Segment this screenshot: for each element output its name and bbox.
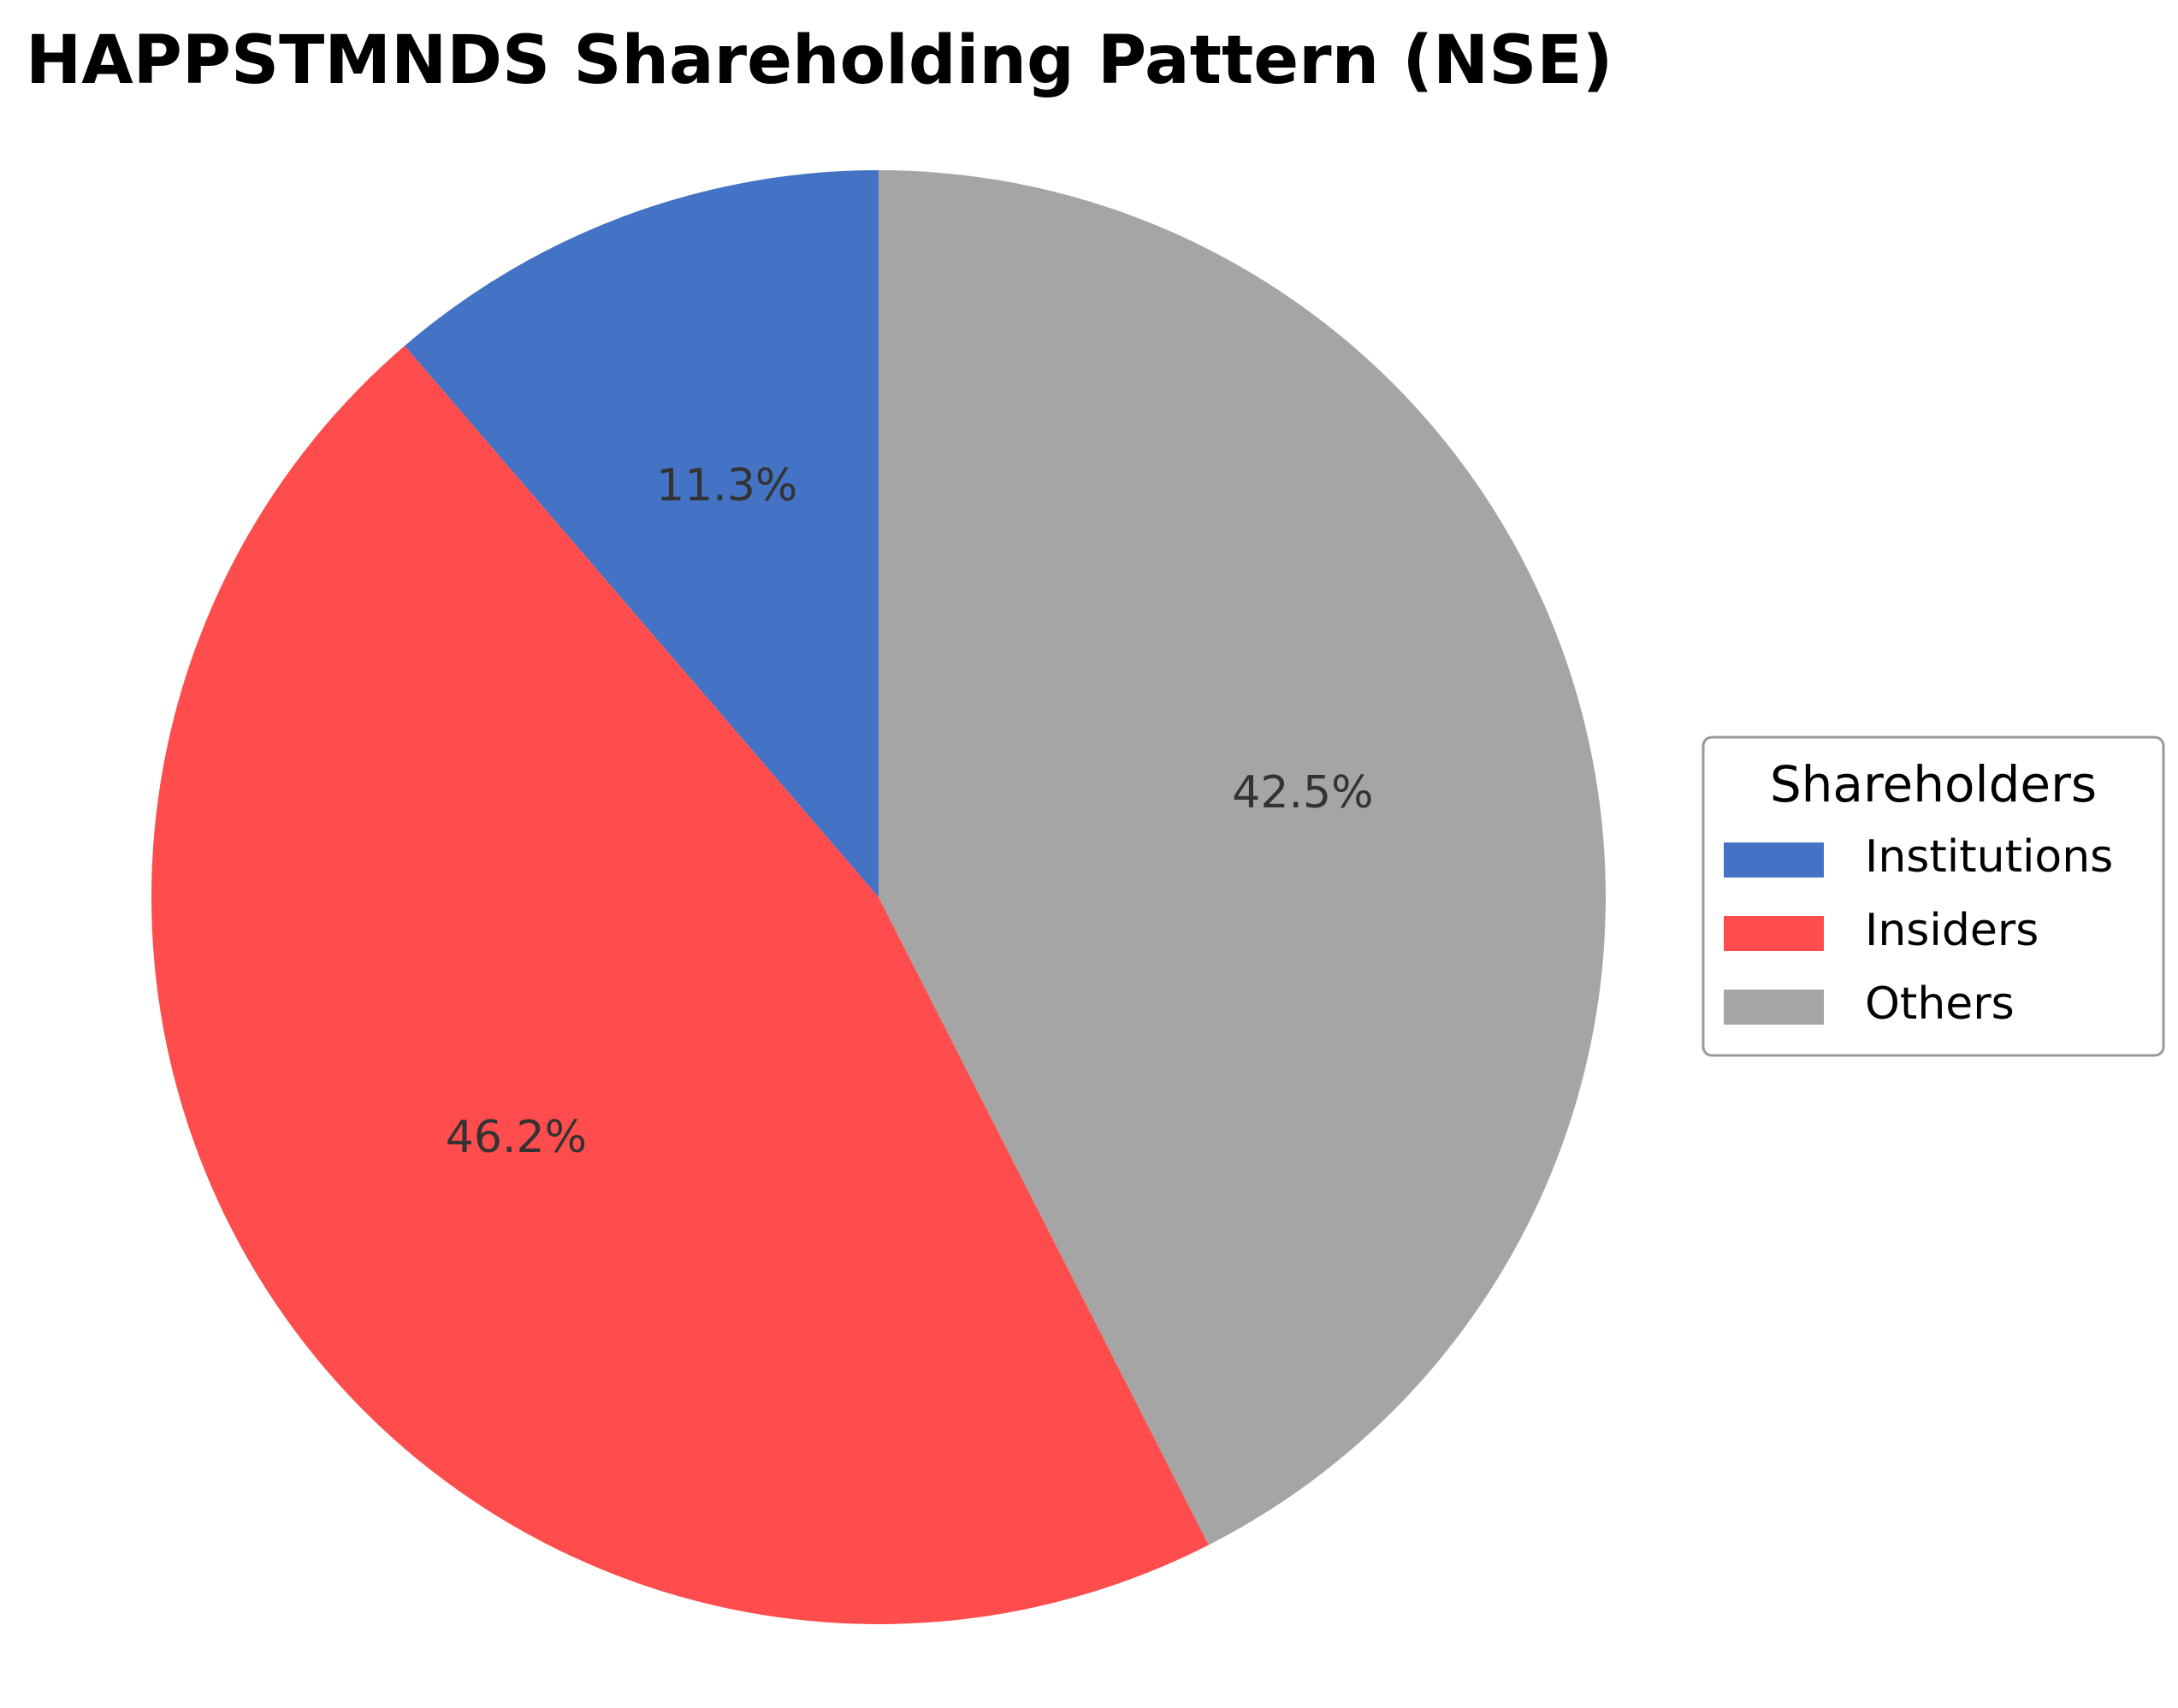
legend-swatch-insiders xyxy=(1724,916,1824,951)
legend-label-institutions: Institutions xyxy=(1865,831,2113,883)
legend-label-others: Others xyxy=(1865,978,2015,1030)
pie-percentage-labels: 11.3% 46.2% 42.5% xyxy=(446,460,1374,1163)
legend-title: Shareholders xyxy=(1770,755,2097,813)
legend-swatch-institutions xyxy=(1724,842,1824,878)
pie-slices xyxy=(151,170,1607,1625)
pct-label-others: 42.5% xyxy=(1232,767,1373,819)
pie-slice-others xyxy=(879,170,1607,1545)
pct-label-insiders: 46.2% xyxy=(446,1112,587,1163)
pie-slice-institutions xyxy=(404,170,879,897)
legend: Shareholders Institutions Insiders Others xyxy=(1702,736,2165,1057)
chart-title: HAPPSTMNDS Shareholding Pattern (NSE) xyxy=(26,22,1613,99)
pie-slice-insiders xyxy=(151,346,1209,1625)
legend-items: Institutions Insiders Others xyxy=(1724,831,2113,1030)
pct-label-institutions: 11.3% xyxy=(656,460,797,511)
legend-swatch-others xyxy=(1724,990,1824,1025)
legend-label-insiders: Insiders xyxy=(1865,905,2039,956)
legend-frame xyxy=(1702,736,2165,1057)
